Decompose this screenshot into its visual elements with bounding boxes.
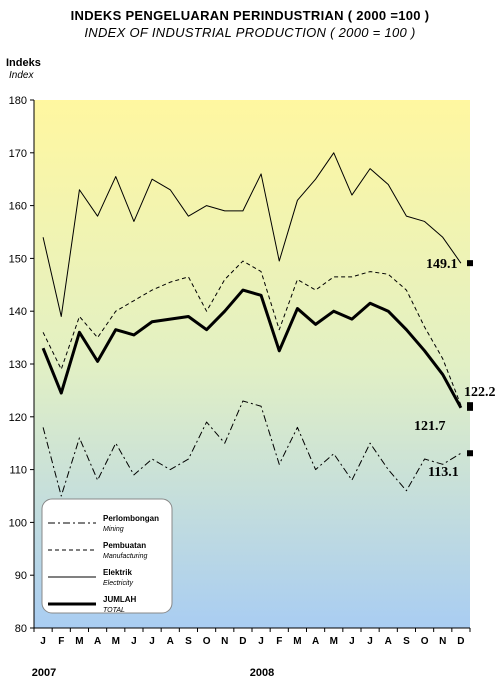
x-tick-label: J bbox=[367, 636, 373, 647]
y-tick-label: 170 bbox=[9, 148, 27, 160]
x-tick-label: O bbox=[421, 636, 429, 647]
legend: Perlombongan Mining Pembuatan Manufacturing… bbox=[41, 498, 173, 614]
annotation-perlombongan: 113.1 bbox=[428, 465, 459, 480]
legend-sublabel-jumlah: TOTAL bbox=[103, 607, 125, 614]
x-tick-label: M bbox=[330, 636, 338, 647]
x-tick-label: O bbox=[203, 636, 211, 647]
y-tick-label: 110 bbox=[9, 465, 27, 477]
y-axis-label-en: Index bbox=[9, 70, 34, 81]
x-tick-label: N bbox=[221, 636, 228, 647]
x-tick-label: J bbox=[131, 636, 137, 647]
annotation-elektrik: 149.1 bbox=[426, 257, 458, 272]
x-tick-label: J bbox=[258, 636, 264, 647]
x-tick-label: A bbox=[94, 636, 101, 647]
y-tick-label: 90 bbox=[15, 570, 27, 582]
end-marker-jumlah bbox=[467, 404, 473, 411]
series-line-jumlah bbox=[41, 288, 463, 409]
legend-label-pembuatan: Pembuatan bbox=[103, 541, 146, 550]
x-tick-label: A bbox=[167, 636, 174, 647]
x-tick-label: S bbox=[403, 636, 410, 647]
y-tick-label: 140 bbox=[9, 306, 27, 318]
x-tick-label: M bbox=[293, 636, 301, 647]
legend-sublabel-perlombongan: Mining bbox=[103, 526, 124, 533]
x-tick-label: F bbox=[58, 636, 64, 647]
annotations: 149.1 122.2 121.7 113.1 bbox=[414, 257, 496, 480]
end-marker-elektrik bbox=[467, 260, 473, 267]
y-tick-label: 100 bbox=[9, 517, 27, 529]
x-tick-label: M bbox=[75, 636, 83, 647]
y-axis-label: Indeks bbox=[6, 57, 41, 69]
series-layer bbox=[41, 152, 473, 497]
chart-title: INDEKS PENGELUARAN PERINDUSTRIAN ( 2000 … bbox=[70, 8, 430, 23]
year-label: 2008 bbox=[250, 667, 274, 679]
x-tick-label: A bbox=[312, 636, 319, 647]
legend-box bbox=[41, 498, 173, 614]
y-tick-label: 150 bbox=[9, 253, 27, 265]
x-tick-label: J bbox=[149, 636, 155, 647]
x-tick-label: M bbox=[112, 636, 120, 647]
y-tick-label: 180 bbox=[9, 95, 27, 107]
x-tick-label: J bbox=[40, 636, 46, 647]
y-ticks: 80 90 100 110 120 130 140 150 160 170 180 bbox=[9, 95, 34, 635]
legend-label-jumlah: JUMLAH bbox=[103, 595, 137, 604]
legend-sublabel-elektrik: Electricity bbox=[103, 580, 133, 587]
series-line-pembuatan bbox=[42, 260, 462, 406]
annotation-jumlah: 121.7 bbox=[414, 419, 446, 434]
x-tick-label: D bbox=[239, 636, 246, 647]
x-tick-label: S bbox=[185, 636, 192, 647]
x-tick-label: N bbox=[439, 636, 446, 647]
legend-label-perlombongan: Perlombongan bbox=[103, 514, 159, 523]
series-line-perlombongan bbox=[42, 400, 462, 497]
x-tick-label: F bbox=[276, 636, 282, 647]
y-tick-label: 160 bbox=[9, 201, 27, 213]
chart-subtitle: INDEX OF INDUSTRIAL PRODUCTION ( 2000 = … bbox=[84, 25, 416, 40]
y-tick-label: 130 bbox=[9, 359, 27, 371]
end-marker-perlombongan bbox=[467, 450, 473, 457]
series-line-elektrik bbox=[42, 152, 462, 317]
y-tick-label: 120 bbox=[9, 412, 27, 424]
year-label: 2007 bbox=[32, 667, 56, 679]
x-tick-label: A bbox=[385, 636, 392, 647]
legend-sublabel-pembuatan: Manufacturing bbox=[103, 553, 147, 560]
x-tick-label: J bbox=[349, 636, 355, 647]
x-tick-label: D bbox=[457, 636, 464, 647]
y-tick-label: 80 bbox=[15, 623, 27, 635]
legend-label-elektrik: Elektrik bbox=[103, 568, 132, 577]
annotation-pembuatan: 122.2 bbox=[464, 385, 496, 400]
